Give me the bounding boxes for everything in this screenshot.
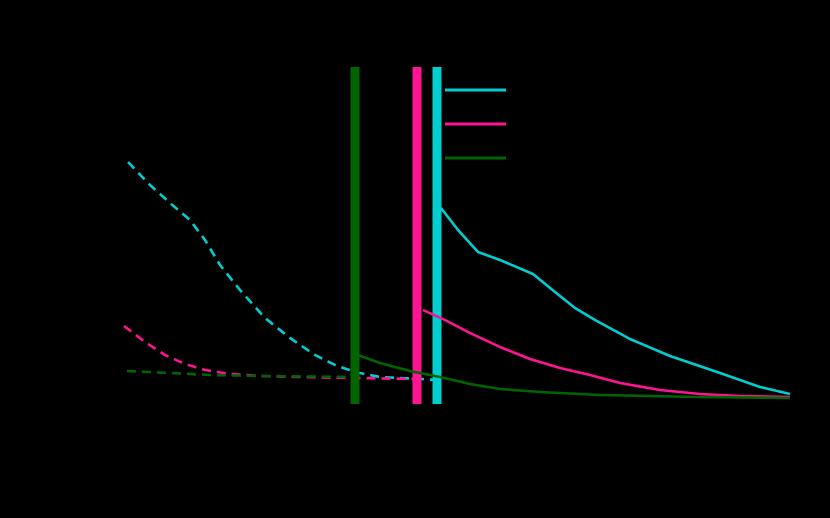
legend <box>445 88 506 160</box>
vertical-marker-group <box>350 67 442 404</box>
dashed-series-group <box>123 161 438 382</box>
pink-marker-line <box>412 67 422 404</box>
pink-solid-line <box>422 308 791 399</box>
cyan-dashed-line <box>127 161 438 382</box>
solid-series-group <box>357 207 791 400</box>
cyan-solid-line <box>439 207 791 396</box>
green-dashed-line <box>126 369 356 379</box>
green-marker-line <box>350 67 360 404</box>
pink-dashed-line <box>123 324 418 381</box>
cyan-marker-line <box>432 67 442 404</box>
green-solid-line <box>357 353 791 400</box>
